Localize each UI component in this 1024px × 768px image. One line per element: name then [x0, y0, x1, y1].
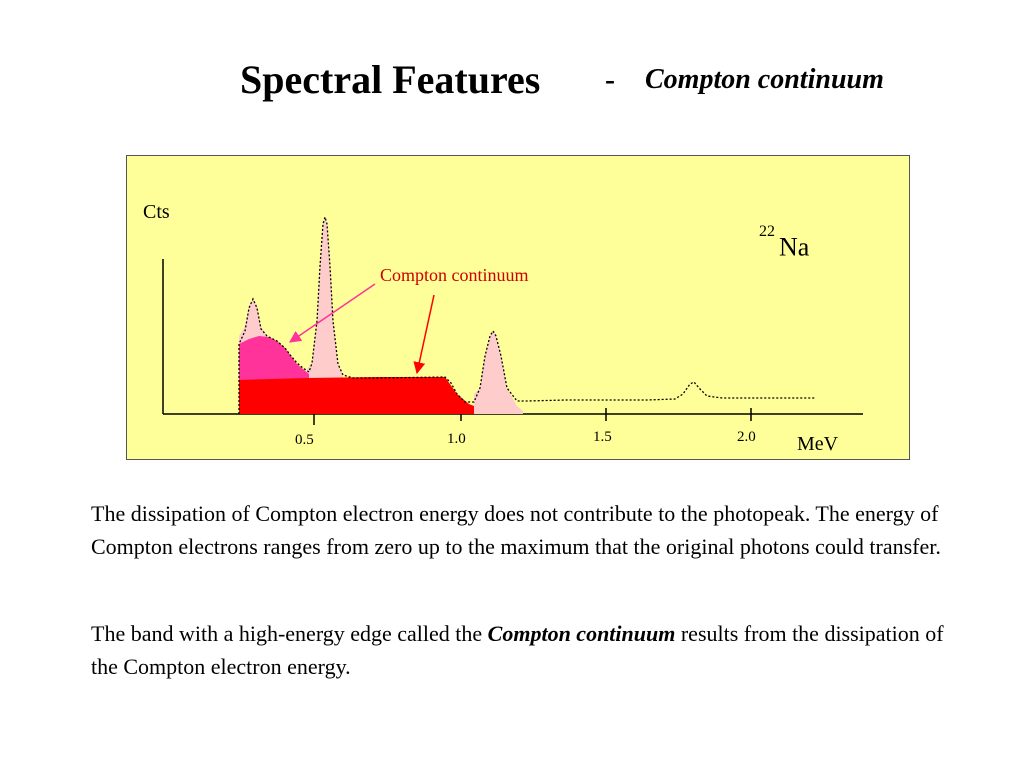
isotope-mass-number: 22 [759, 223, 775, 240]
compton-continuum-annotation: Compton continuum [380, 265, 529, 285]
isotope-label: 22Na [759, 224, 810, 262]
y-axis-label: Cts [143, 201, 170, 223]
spectrum-curve [238, 214, 815, 414]
paragraph-dissipation: The dissipation of Compton electron ener… [91, 501, 941, 559]
title-subtitle: Compton continuum [645, 64, 884, 95]
x-tick-label-05: 0.5 [295, 432, 314, 448]
spectrum-figure: Cts 22Na Compton continuum 0.5 1.0 1.5 2… [126, 155, 910, 460]
paragraph-2-start: The band with a high-energy edge called … [91, 621, 488, 646]
annotation-arrow-continuum [413, 294, 435, 375]
title-separator: - [605, 63, 615, 96]
slide-title: Spectral Features - Compton continuum [0, 52, 1024, 112]
annotation-arrow-backscatter [289, 283, 376, 343]
compton-continuum-term: Compton continuum [487, 621, 676, 646]
photopeak-511-fill [307, 217, 343, 414]
compton-continuum-fill [239, 377, 474, 414]
x-tick-label-20: 2.0 [737, 429, 756, 445]
x-axis-label: MeV [797, 433, 839, 455]
paragraph-compton-band: The band with a high-energy edge called … [91, 617, 971, 683]
title-main: Spectral Features [240, 57, 541, 102]
spectrum-diagram [162, 214, 863, 425]
x-tick-label-15: 1.5 [593, 429, 612, 445]
x-tick-label-10: 1.0 [447, 431, 466, 447]
isotope-symbol: Na [779, 232, 810, 262]
paragraph-2-end: results from the dissipation of the Comp… [91, 621, 944, 679]
